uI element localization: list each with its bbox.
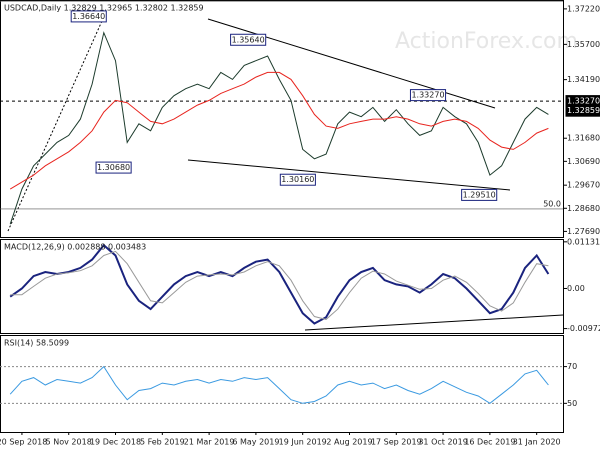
fib-line xyxy=(7,11,107,232)
label-box xyxy=(409,89,447,102)
y-tick-label: 0.00 xyxy=(567,284,585,293)
label-box xyxy=(565,104,600,117)
panel-frame xyxy=(0,0,564,238)
y-tick-label: 1.31680 xyxy=(567,134,600,143)
price-annotation: 1.29510 xyxy=(463,190,496,199)
x-tick-label: 19 Dec 2018 xyxy=(90,438,141,447)
panel-frame xyxy=(0,239,564,334)
y-tick-label: 1.30690 xyxy=(567,157,600,166)
y-tick-label: 1.37220 xyxy=(567,4,600,13)
x-tick-label: 16 Dec 2019 xyxy=(464,438,515,447)
label-box xyxy=(70,10,107,23)
x-tick-label: 19 Jun 2019 xyxy=(279,438,327,447)
panel-title: USDCAD,Daily 1.32829 1.32965 1.32802 1.3… xyxy=(4,4,204,13)
price-annotation: 1.35640 xyxy=(232,35,265,44)
series-line xyxy=(9,243,550,325)
y-tick-label: 0.011313 xyxy=(567,237,600,246)
y-tick-label: 1.28680 xyxy=(567,204,600,213)
series-line xyxy=(9,71,549,190)
macd-support-line xyxy=(304,314,564,331)
y-tick-label: 50 xyxy=(567,399,577,408)
fib-label: 61.8 xyxy=(543,0,561,1)
panel-frame xyxy=(0,335,564,433)
y-tick-label: 1.27690 xyxy=(567,227,600,236)
x-tick-label: 5 Nov 2018 xyxy=(46,438,92,447)
series-line xyxy=(9,365,549,404)
x-tick-label: 17 Sep 2019 xyxy=(371,438,422,447)
watermark: ActionForex.com xyxy=(395,29,578,54)
y-tick-label: -0.009729 xyxy=(567,324,600,333)
x-tick-label: 31 Oct 2019 xyxy=(418,438,467,447)
series-line xyxy=(9,31,549,225)
series-line xyxy=(10,250,549,320)
y-tick-label: 1.29670 xyxy=(567,181,600,190)
price-annotation: 1.36640 xyxy=(72,12,105,21)
x-tick-label: 31 Jan 2020 xyxy=(513,438,561,447)
trend-line xyxy=(187,159,511,191)
price-annotation: 1.30680 xyxy=(97,163,130,172)
fib-label: 50.0 xyxy=(543,199,561,208)
label-box xyxy=(461,188,498,201)
y-tick-label: 1.34190 xyxy=(567,75,600,84)
x-tick-label: 6 May 2019 xyxy=(232,438,279,447)
x-tick-label: 20 Sep 2018 xyxy=(0,438,47,447)
y-tick-label: 70 xyxy=(567,362,577,371)
price-marker-label: 1.32859 xyxy=(567,106,600,115)
label-box xyxy=(279,173,316,186)
x-tick-label: 5 Feb 2019 xyxy=(140,438,185,447)
price-annotation: 1.30160 xyxy=(281,175,314,184)
label-box xyxy=(95,161,132,174)
x-tick-label: 2 Aug 2019 xyxy=(326,438,372,447)
y-tick-label: 1.35700 xyxy=(567,40,600,49)
price-annotation: 1.33270 xyxy=(411,91,444,100)
price-marker-label: 1.33270 xyxy=(567,97,600,106)
panel-title: MACD(12,26,9) 0.002888 0.003483 xyxy=(4,243,146,252)
x-tick-label: 21 Mar 2019 xyxy=(184,438,235,447)
panel-title: RSI(14) 58.5099 xyxy=(4,339,69,348)
label-box xyxy=(230,33,267,46)
